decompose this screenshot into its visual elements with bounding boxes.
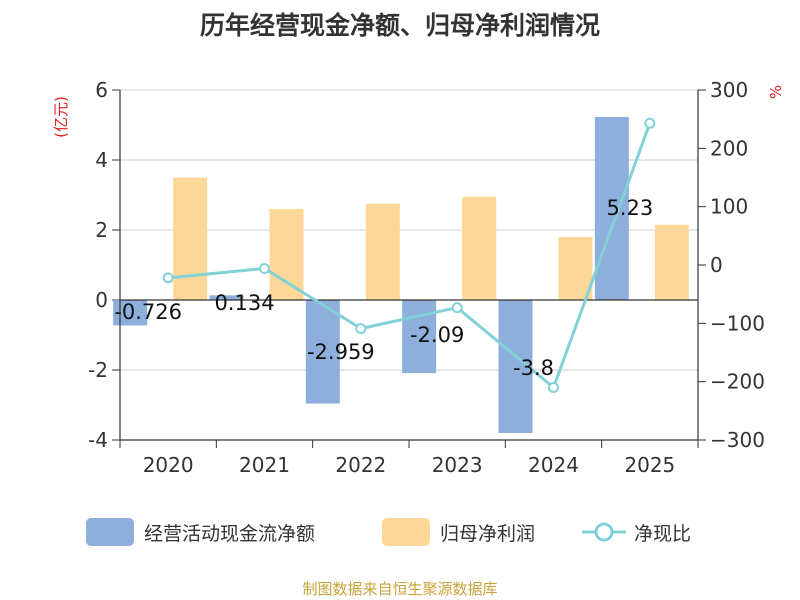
ratio-point (451, 302, 463, 314)
cashflow-data-label: -0.726 (114, 300, 182, 324)
netprofit-bar (269, 209, 304, 300)
ratio-point (162, 272, 174, 284)
ratio-line (168, 122, 652, 391)
legend-swatch-cashflow (86, 518, 134, 546)
netprofit-bar (654, 224, 689, 300)
legend: 经营活动现金流净额 归母净利润 净现比 (0, 518, 800, 554)
ratio-point (548, 382, 559, 393)
left-tick-label: 0 (95, 288, 108, 312)
legend-item-netprofit[interactable]: 归母净利润 (382, 518, 535, 546)
legend-label-ratio: 净现比 (634, 522, 692, 545)
left-tick-label: 4 (95, 148, 108, 172)
cashflow-bar (113, 300, 148, 326)
legend-line-ratio-icon (582, 522, 626, 542)
cashflow-data-label: -2.959 (307, 340, 375, 364)
right-tick-label: 100 (710, 195, 748, 219)
x-tick-label: 2022 (335, 453, 386, 477)
legend-item-ratio[interactable]: 净现比 (582, 518, 691, 546)
right-tick-label: 0 (710, 253, 723, 277)
x-tick-label: 2024 (528, 453, 579, 477)
cashflow-data-label: -2.09 (410, 323, 464, 347)
legend-label-netprofit: 归母净利润 (440, 522, 536, 545)
legend-item-cashflow[interactable]: 经营活动现金流净额 (86, 518, 315, 546)
right-tick-label: 200 (710, 136, 748, 160)
left-tick-label: -4 (88, 428, 108, 452)
right-axis-unit: % (767, 85, 785, 99)
netprofit-bar (558, 237, 593, 300)
netprofit-bar (173, 177, 208, 300)
cashflow-bar (305, 300, 340, 404)
left-tick-label: 2 (95, 218, 108, 242)
right-tick-label: −200 (710, 370, 765, 394)
left-axis-unit: (亿元) (52, 96, 70, 138)
ratio-point (259, 263, 270, 274)
cashflow-bar (209, 295, 244, 300)
right-tick-label: 300 (710, 78, 748, 102)
cashflow-data-label: 5.23 (606, 196, 653, 220)
ratio-point (355, 323, 367, 335)
left-tick-label: 6 (95, 78, 108, 102)
legend-swatch-netprofit (382, 518, 430, 546)
right-tick-label: −100 (710, 311, 765, 335)
cashflow-data-label: 0.134 (214, 291, 274, 315)
netprofit-bar (365, 203, 400, 300)
ratio-point (644, 117, 656, 129)
x-tick-label: 2025 (624, 453, 675, 477)
x-tick-label: 2023 (432, 453, 483, 477)
chart-title: 历年经营现金净额、归母净利润情况 (199, 11, 600, 40)
cashflow-data-label: -3.8 (513, 356, 554, 380)
cashflow-bar (594, 116, 629, 300)
source-note: 制图数据来自恒生聚源数据库 (302, 580, 498, 598)
netprofit-bar (462, 196, 497, 300)
x-tick-label: 2021 (239, 453, 290, 477)
left-tick-label: -2 (88, 358, 108, 382)
x-tick-label: 2020 (143, 453, 194, 477)
legend-label-cashflow: 经营活动现金流净额 (144, 522, 316, 545)
right-tick-label: −300 (710, 428, 765, 452)
